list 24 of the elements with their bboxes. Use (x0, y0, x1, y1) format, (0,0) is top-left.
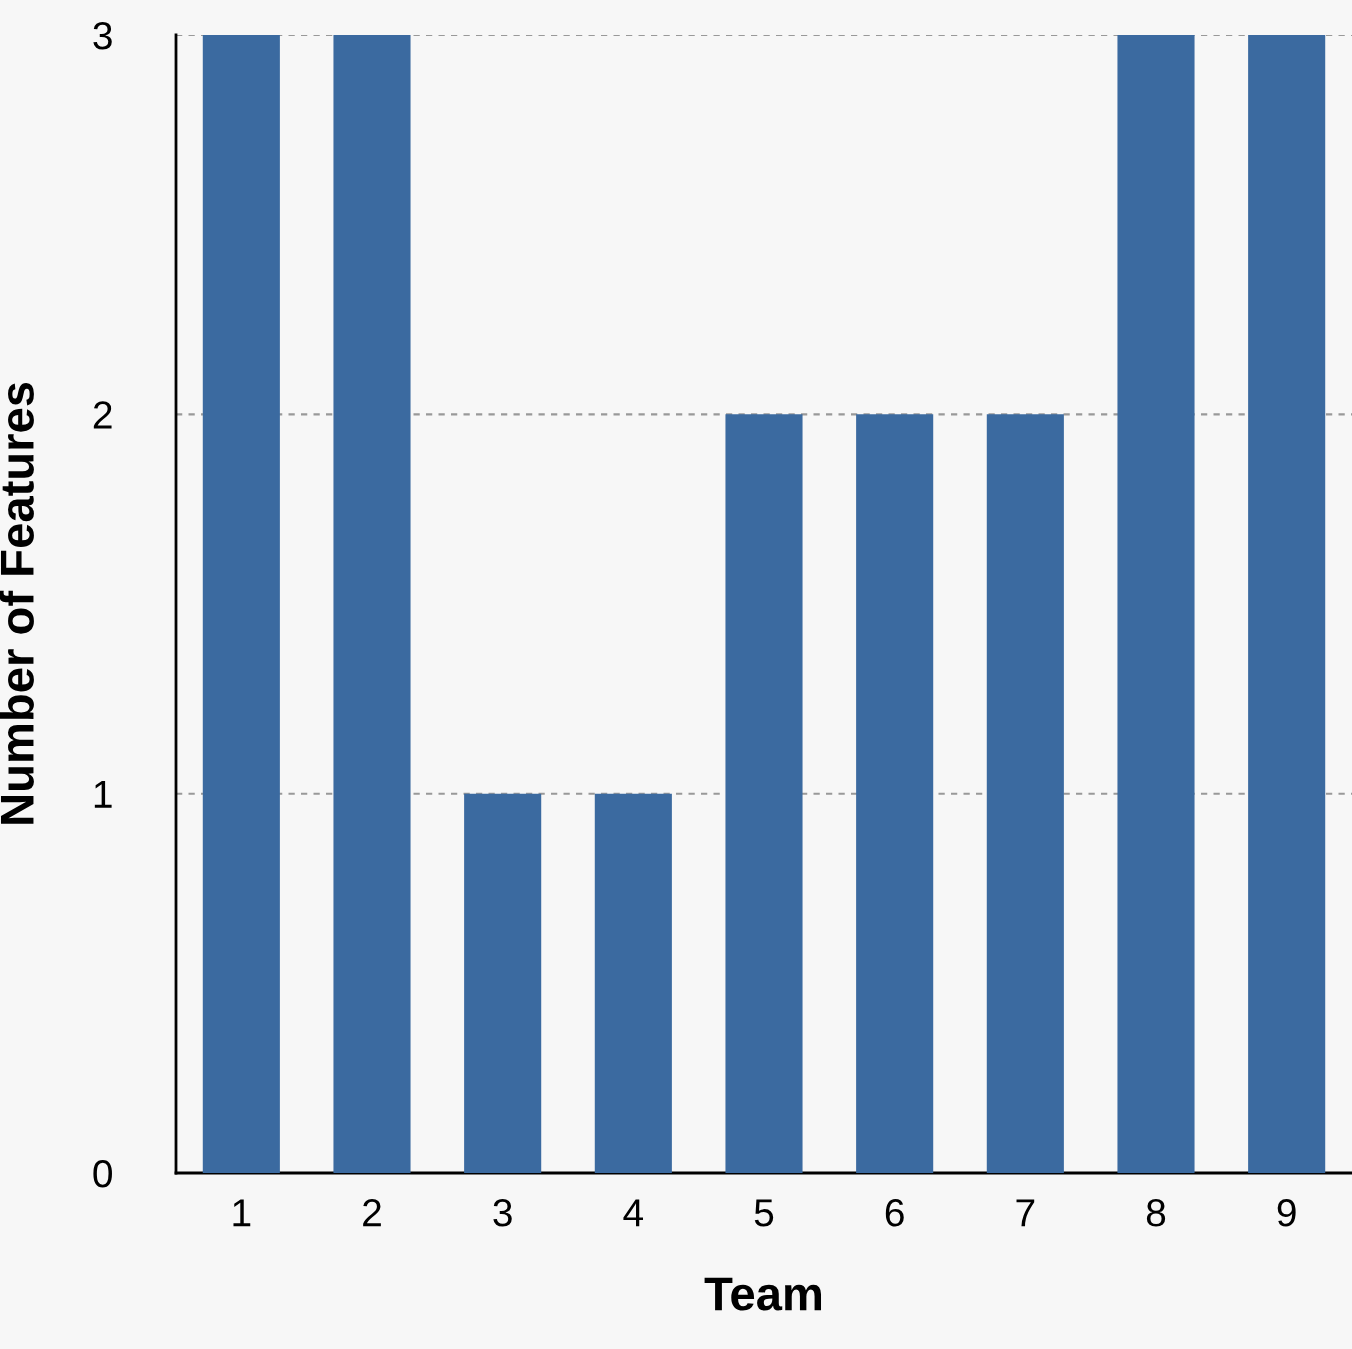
x-tick-label: 9 (1277, 1199, 1296, 1227)
bar (594, 793, 672, 1173)
y-tick-label: 3 (93, 21, 112, 50)
y-tick-label: 0 (93, 1159, 112, 1188)
bar (986, 414, 1064, 1173)
bar (1117, 35, 1195, 1173)
bar (856, 414, 934, 1173)
y-tick-label: 1 (94, 781, 112, 808)
x-tick-label: 2 (363, 1199, 381, 1227)
y-axis-title: Number of Features (0, 382, 34, 824)
y-tick-label: 2 (93, 401, 112, 429)
x-tick-label: 6 (885, 1199, 904, 1227)
x-axis-title: Team (704, 1277, 822, 1311)
x-tick-label: 3 (493, 1199, 512, 1227)
bar (333, 35, 411, 1173)
x-tick-label: 1 (233, 1199, 251, 1227)
x-tick-label: 8 (1146, 1199, 1166, 1227)
bar (202, 35, 280, 1173)
bar (1248, 35, 1326, 1173)
x-tick-label: 7 (1016, 1199, 1035, 1227)
bar (464, 793, 542, 1173)
x-tick-label: 5 (754, 1199, 774, 1227)
bar (725, 414, 803, 1173)
x-tick-label: 4 (623, 1199, 644, 1227)
